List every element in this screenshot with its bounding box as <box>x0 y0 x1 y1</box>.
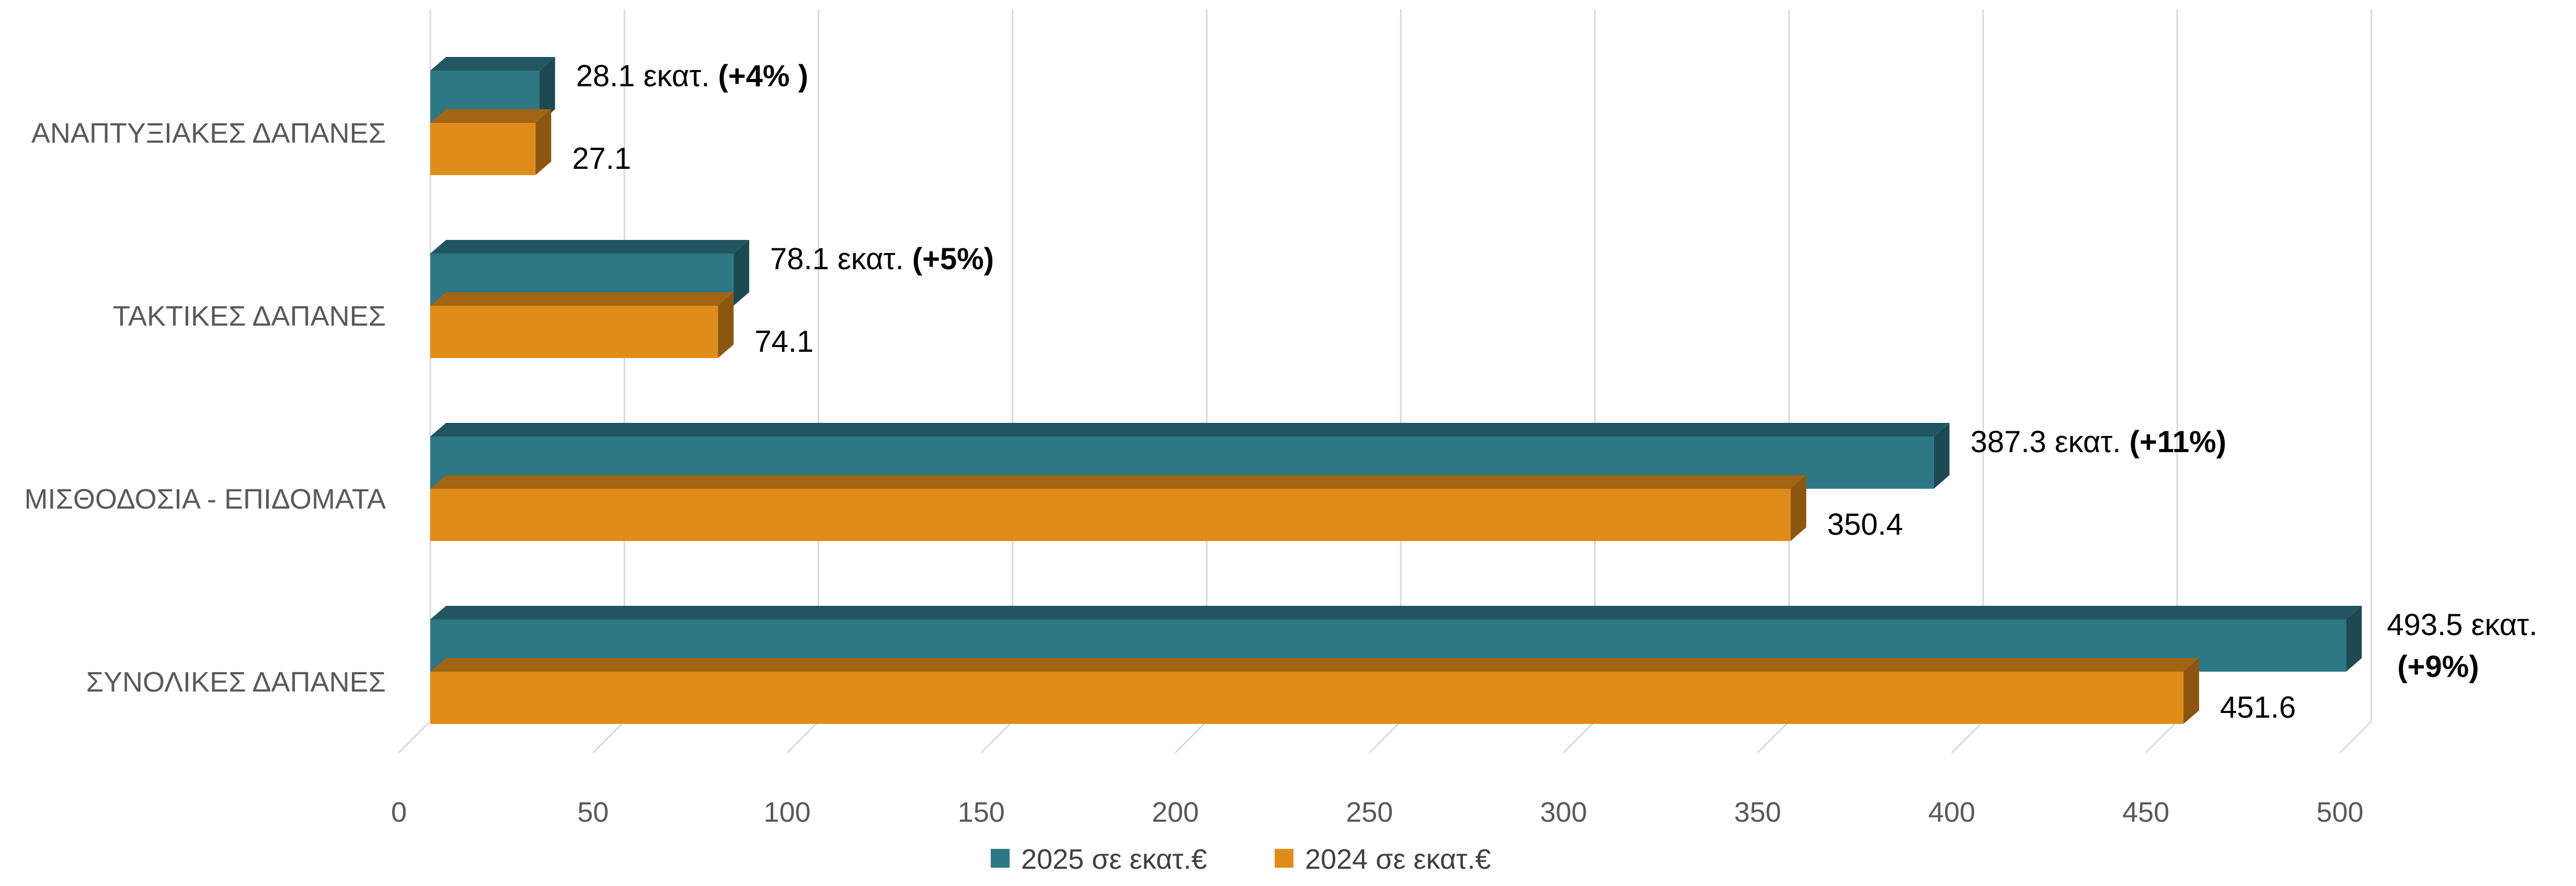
gridline-floor <box>980 720 1013 754</box>
category-label: ΤΑΚΤΙΚΕΣ ΔΑΠΑΝΕΣ <box>113 301 386 332</box>
bar-2024-3-front-face <box>430 672 2184 724</box>
bar-2025-3-top-face <box>430 606 2362 619</box>
x-tick-label: 250 <box>1346 797 1393 828</box>
data-label-2025-value: 28.1 εκατ. <box>576 59 718 93</box>
category-label: ΜΙΣΘΟΔΟΣΙΑ - ΕΠΙΔΟΜΑΤΑ <box>24 484 386 515</box>
gridline-floor <box>1757 720 1790 754</box>
x-tick-label: 350 <box>1734 797 1781 828</box>
x-tick-label: 0 <box>391 797 407 828</box>
data-label-2025: 493.5 εκατ. <box>2387 608 2537 642</box>
bar-2025-3-side-face <box>2346 606 2362 672</box>
bar-2025-1-side-face <box>733 240 749 306</box>
x-tick-label: 400 <box>1928 797 1975 828</box>
bar-2024-3-side-face <box>2183 658 2200 724</box>
bar-2024-2-front-face <box>430 489 1791 541</box>
bar-2025-2-top-face <box>430 423 1950 436</box>
bar-2025-2-side-face <box>1933 423 1950 489</box>
gridline-floor <box>2145 720 2178 754</box>
category-label: ΑΝΑΠΤΥΞΙΑΚΕΣ ΔΑΠΑΝΕΣ <box>31 118 386 149</box>
x-axis-ticks: 0 50 100 150 200 250 300 350 400 450 500 <box>391 797 2364 828</box>
x-tick-label: 150 <box>958 797 1005 828</box>
x-tick-label: 500 <box>2316 797 2363 828</box>
x-tick-label: 450 <box>2122 797 2169 828</box>
bar-2024-1-top-face <box>430 292 734 306</box>
data-label-2025-change: (+9%) <box>2397 650 2479 684</box>
gridline-floor <box>1369 720 1402 754</box>
legend: 2025 σε εκατ.€ 2024 σε εκατ.€ <box>991 844 1491 875</box>
gridline-floor <box>786 720 819 754</box>
data-label-2024: 350.4 <box>1827 508 1903 542</box>
bar-2024-1-side-face <box>718 292 734 358</box>
data-label-2025-value: 387.3 εκατ. <box>1971 425 2130 459</box>
bar-2024-0-top-face <box>430 109 552 123</box>
gridline-floor <box>2339 720 2372 754</box>
data-label-2024: 74.1 <box>754 325 814 359</box>
data-label-2024: 451.6 <box>2220 691 2296 724</box>
bar-2024-2 <box>430 475 1806 541</box>
bar-2025-1-top-face <box>430 240 749 254</box>
bar-2024-0 <box>430 109 552 175</box>
bar-2024-2-top-face <box>430 475 1806 489</box>
bar-2024-0-front-face <box>430 123 536 175</box>
bar-2025-0-side-face <box>539 57 555 123</box>
bar-2024-1 <box>430 292 734 358</box>
data-labels: 28.1 εκατ. (+4% ) 27.1 78.1 εκατ. (+5%) 74.… <box>572 59 2537 724</box>
data-label-2025-value: 78.1 εκατ. <box>770 242 912 276</box>
gridline-floor <box>1174 720 1208 754</box>
x-tick-label: 200 <box>1152 797 1199 828</box>
data-label-2025: 28.1 εκατ. (+4% ) <box>576 59 808 93</box>
gridlines <box>398 9 2372 754</box>
legend-swatch-1 <box>1275 849 1293 868</box>
gridline-floor <box>398 720 431 754</box>
bar-2024-0-side-face <box>535 109 552 175</box>
legend-label-1: 2024 σε εκατ.€ <box>1305 844 1491 875</box>
bar-2024-3 <box>430 658 2200 724</box>
data-label-2025-change: (+4% ) <box>718 59 808 93</box>
legend-swatch-0 <box>991 849 1010 868</box>
bar-2024-2-side-face <box>1790 475 1806 541</box>
data-label-2025: 387.3 εκατ. (+11%) <box>1971 425 2226 459</box>
category-label: ΣΥΝΟΛΙΚΕΣ ΔΑΠΑΝΕΣ <box>86 666 386 698</box>
bar-2024-3-top-face <box>430 658 2200 672</box>
x-tick-label: 100 <box>763 797 810 828</box>
x-tick-label: 50 <box>577 797 609 828</box>
data-label-2024: 27.1 <box>572 142 631 176</box>
gridline-floor <box>1563 720 1596 754</box>
gridline-floor <box>1951 720 1984 754</box>
bar-2024-1-front-face <box>430 306 718 358</box>
bars <box>430 57 2362 724</box>
bar-2025-0-top-face <box>430 57 555 71</box>
category-labels: ΑΝΑΠΤΥΞΙΑΚΕΣ ΔΑΠΑΝΕΣ ΤΑΚΤΙΚΕΣ ΔΑΠΑΝΕΣ ΜΙΣΘ… <box>24 118 386 698</box>
legend-label-0: 2025 σε εκατ.€ <box>1021 844 1207 875</box>
x-tick-label: 300 <box>1540 797 1587 828</box>
gridline-floor <box>592 720 625 754</box>
data-label-2025-change: (+11%) <box>2130 425 2226 459</box>
data-label-2025: 78.1 εκατ. (+5%) <box>770 242 994 276</box>
data-label-2025-change: (+5%) <box>912 242 994 276</box>
